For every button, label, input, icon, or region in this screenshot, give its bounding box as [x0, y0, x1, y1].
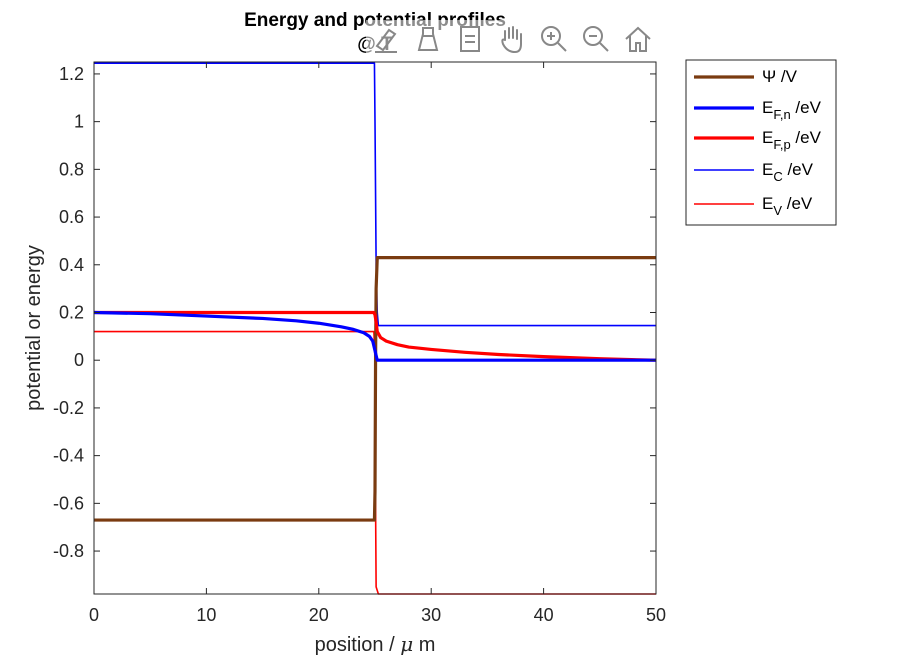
- x-tick-label: 30: [421, 605, 441, 625]
- legend-entry-efn: EF,n /eV: [762, 98, 822, 122]
- y-tick-label: 0: [74, 350, 84, 370]
- pan-icon: [501, 26, 522, 54]
- zoom-out-icon: [583, 26, 609, 52]
- axes-toolbar: [366, 20, 658, 58]
- x-axis-label-text: position /: [315, 634, 401, 656]
- brush-button[interactable]: [366, 20, 406, 58]
- legend-entry-psi: Ψ /V: [762, 67, 798, 86]
- home-icon: [625, 26, 651, 52]
- x-tick-label: 0: [89, 605, 99, 625]
- series-line-efp: [94, 310, 657, 362]
- legend-button[interactable]: [450, 20, 490, 58]
- brush-icon: [375, 28, 397, 53]
- y-axis-label: potential or energy: [23, 245, 45, 411]
- axes-box: [93, 61, 657, 595]
- y-tick-label: -0.6: [53, 493, 84, 513]
- data-tips-button[interactable]: [408, 20, 448, 58]
- legend-icon: [460, 26, 480, 52]
- y-tick-label: 0.4: [59, 255, 84, 275]
- y-tick-label: -0.8: [53, 541, 84, 561]
- plot-lines: [93, 62, 657, 595]
- y-tick-label: 0.2: [59, 302, 84, 322]
- zoom-in-icon: [541, 26, 567, 52]
- x-axis-label-unit: m: [413, 634, 435, 656]
- y-tick-label: 0.6: [59, 207, 84, 227]
- data-tips-icon: [417, 27, 439, 51]
- series-line-psi: [94, 256, 656, 522]
- y-tick-label: -0.2: [53, 398, 84, 418]
- legend-box: [685, 59, 837, 226]
- series-line-efn: [93, 310, 656, 362]
- home-button[interactable]: [618, 20, 658, 58]
- y-tick-label: 1: [74, 112, 84, 132]
- x-axis-label: position / μ m: [315, 632, 436, 656]
- axis-ticks: 0 10 20 30 40 50 -0.8 -0.6 -0.4 -0.2 0 0.2 0.4 0.6 0.8…: [53, 62, 666, 625]
- pan-button[interactable]: [492, 20, 532, 58]
- y-tick-label: 0.8: [59, 159, 84, 179]
- legend-entry-ec: EC /eV: [762, 160, 814, 184]
- legend-entry-efp: EF,p /eV: [762, 128, 822, 152]
- y-tick-label: 1.2: [59, 64, 84, 84]
- legend[interactable]: Ψ /V EF,n /eV EF,p /eV EC /eV EV /eV: [685, 59, 837, 226]
- legend-entry-ev: EV /eV: [762, 194, 813, 218]
- x-tick-label: 50: [646, 605, 666, 625]
- x-tick-label: 10: [196, 605, 216, 625]
- zoom-in-button[interactable]: [534, 20, 574, 58]
- x-tick-label: 40: [534, 605, 554, 625]
- zoom-out-button[interactable]: [576, 20, 616, 58]
- x-tick-label: 20: [309, 605, 329, 625]
- x-axis-label-mu: μ: [400, 632, 413, 656]
- y-tick-label: -0.4: [53, 446, 84, 466]
